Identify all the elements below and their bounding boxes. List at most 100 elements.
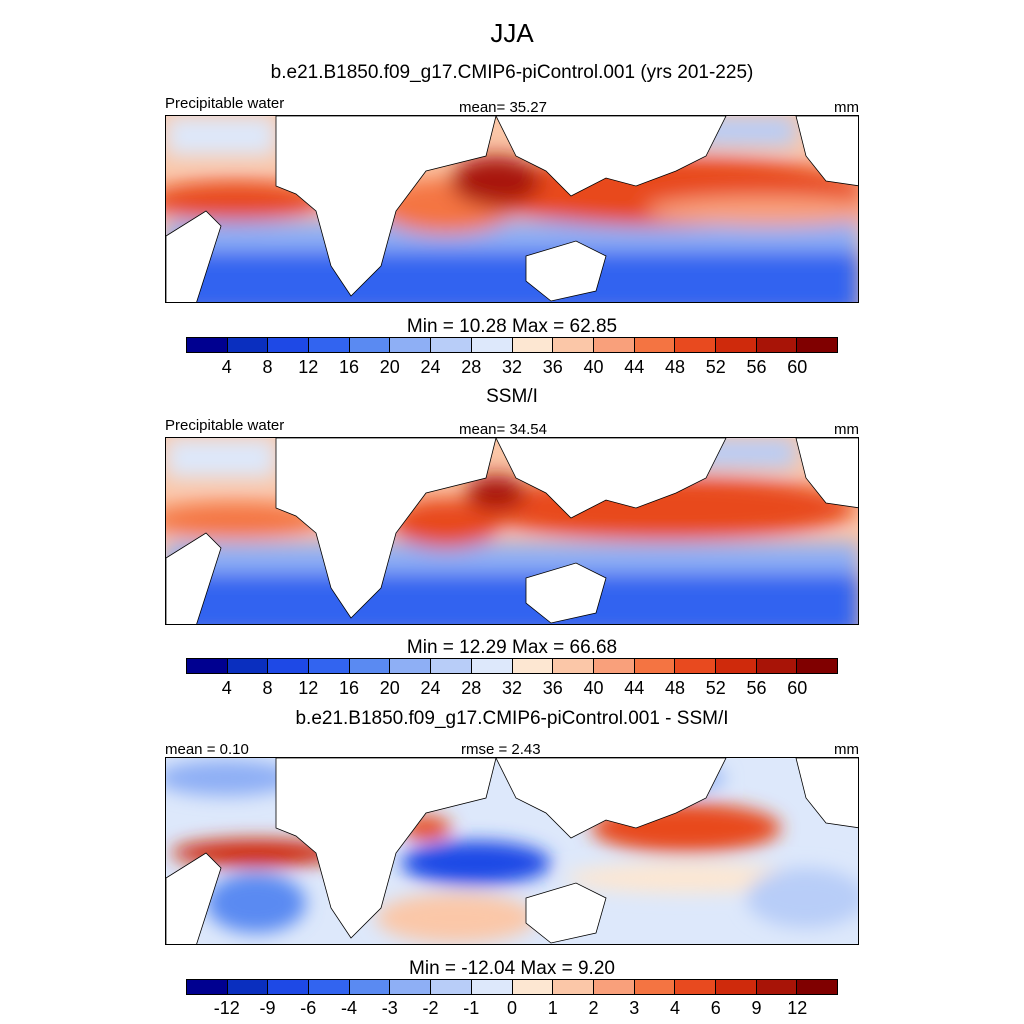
- panel1-subtitle: b.e21.B1850.f09_g17.CMIP6-piControl.001 …: [270, 62, 754, 83]
- panel3-indian-neg: [401, 841, 551, 885]
- panel2-left-label: Precipitable water: [165, 417, 285, 434]
- panel3-map: [165, 757, 859, 945]
- panel3-africa: [275, 758, 497, 939]
- panel1-bay-of-bengal: [451, 156, 541, 206]
- colorbar-swatch: [675, 659, 716, 673]
- colorbar-tick-label: -6: [300, 998, 317, 1018]
- panel2-unit-label: mm: [834, 421, 859, 438]
- panel3-north-america: [795, 758, 858, 829]
- colorbar-tick-label: 44: [624, 357, 645, 377]
- colorbar-swatch: [227, 659, 269, 673]
- colorbar-swatch: [756, 659, 798, 673]
- colorbar-tick-label: 60: [787, 678, 808, 698]
- colorbar-swatch: [512, 980, 554, 994]
- colorbar-swatch: [349, 980, 391, 994]
- panel2-south-america: [166, 532, 222, 624]
- panel3-south-atlantic-neg: [206, 873, 306, 933]
- panel3-unit-label: mm: [834, 741, 859, 758]
- panel3-eurasia: [495, 758, 727, 839]
- colorbar-tick-label: 4: [221, 678, 232, 698]
- panel2-eurasia: [495, 438, 727, 519]
- colorbar-tick-label: 12: [298, 357, 319, 377]
- colorbar-tick-label: 8: [262, 357, 273, 377]
- colorbar-swatch: [593, 980, 635, 994]
- colorbar-tick-label: 20: [379, 357, 400, 377]
- panel3-mean-label: mean = 0.10: [165, 741, 249, 758]
- colorbar-swatch: [553, 980, 594, 994]
- colorbar-tick-label: -4: [340, 998, 358, 1018]
- colorbar-swatch: [634, 980, 676, 994]
- colorbar-swatch: [797, 659, 837, 673]
- panel1-south-mid: [166, 221, 858, 251]
- colorbar-tick-label: 20: [379, 678, 400, 698]
- panel2-colorbar-ticks: 4 8 12 16 20 24 28 32 36 40 44 48 52 56 60: [186, 678, 838, 700]
- colorbar-swatch: [431, 980, 472, 994]
- panel1-australia: [525, 240, 607, 302]
- colorbar-tick-label: 0: [506, 998, 518, 1018]
- panel1-eurasia: [495, 116, 727, 197]
- panel3-south-america: [166, 852, 222, 944]
- panel2-mean-label: mean= 34.54: [459, 421, 547, 438]
- colorbar-swatch: [309, 980, 350, 994]
- colorbar-tick-label: 32: [501, 678, 523, 698]
- colorbar-tick-label: 4: [221, 357, 232, 377]
- colorbar-tick-label: 6: [710, 998, 721, 1018]
- colorbar-swatch: [227, 980, 269, 994]
- panel1-unit-label: mm: [834, 99, 859, 116]
- colorbar-swatch: [349, 338, 391, 352]
- colorbar-tick-label: 44: [624, 678, 645, 698]
- colorbar-tick-label: 32: [501, 357, 523, 377]
- panel2-indian: [391, 498, 501, 548]
- colorbar-tick-label: 24: [420, 678, 441, 698]
- colorbar-swatch: [756, 980, 798, 994]
- colorbar-tick-label: -1: [463, 998, 480, 1018]
- colorbar-swatch: [471, 659, 513, 673]
- colorbar-swatch: [797, 980, 837, 994]
- panel1-south-blue: [166, 246, 858, 302]
- colorbar-tick-label: 40: [583, 678, 604, 698]
- panel1-colorbar-ticks: 4 8 12 16 20 24 28 32 36 40 44 48 52 56 60: [186, 357, 838, 379]
- colorbar-swatch: [715, 338, 757, 352]
- panel3-rmse-label: rmse = 2.43: [461, 741, 541, 758]
- panel2-map-svg: [166, 438, 858, 624]
- colorbar-swatch: [268, 980, 310, 994]
- panel3-map-svg: [166, 758, 858, 944]
- colorbar-tick-label: 56: [746, 357, 767, 377]
- panel3-south-pacific-pos: [566, 863, 806, 893]
- colorbar-swatch: [268, 338, 310, 352]
- colorbar-tick-label: 28: [461, 678, 482, 698]
- colorbar-tick-label: 48: [664, 678, 686, 698]
- colorbar-tick-label: 52: [705, 678, 726, 698]
- colorbar-swatch: [268, 659, 310, 673]
- colorbar-swatch: [390, 659, 432, 673]
- panel1-mean-label: mean= 35.27: [459, 99, 547, 116]
- colorbar-tick-label: 36: [542, 357, 563, 377]
- panel1-minmax: Min = 10.28 Max = 62.85: [406, 316, 618, 337]
- panel1-colorbar: [186, 337, 838, 353]
- panel3-australia: [525, 882, 607, 944]
- colorbar-swatch: [553, 659, 594, 673]
- colorbar-swatch: [187, 338, 228, 352]
- panel3-colorbar-ticks: -12 -9 -6 -4 -3 -2 -1 0 1 2 3 4 6 9 12: [186, 998, 838, 1020]
- colorbar-tick-label: 9: [751, 998, 762, 1018]
- panel1-map: [165, 115, 859, 303]
- colorbar-tick-label: 16: [338, 357, 360, 377]
- colorbar-swatch: [390, 338, 432, 352]
- colorbar-swatch: [187, 980, 228, 994]
- colorbar-tick-label: 48: [664, 357, 686, 377]
- panel2-south-mid: [166, 543, 858, 573]
- panel1-east-pacific: [646, 196, 858, 226]
- colorbar-swatch: [756, 338, 798, 352]
- colorbar-swatch: [634, 659, 676, 673]
- colorbar-tick-label: -2: [422, 998, 439, 1018]
- panel1-left-label: Precipitable water: [165, 95, 285, 112]
- colorbar-tick-label: 12: [787, 998, 808, 1018]
- panel3-south-indian-pos: [376, 893, 536, 943]
- colorbar-tick-label: 4: [669, 998, 681, 1018]
- panel3-north-atlantic-neg: [166, 760, 296, 796]
- colorbar-swatch: [634, 338, 676, 352]
- colorbar-swatch: [715, 980, 757, 994]
- panel1-north-america: [795, 116, 858, 187]
- panel3-subtitle: b.e21.B1850.f09_g17.CMIP6-piControl.001 …: [295, 708, 729, 729]
- colorbar-swatch: [309, 659, 350, 673]
